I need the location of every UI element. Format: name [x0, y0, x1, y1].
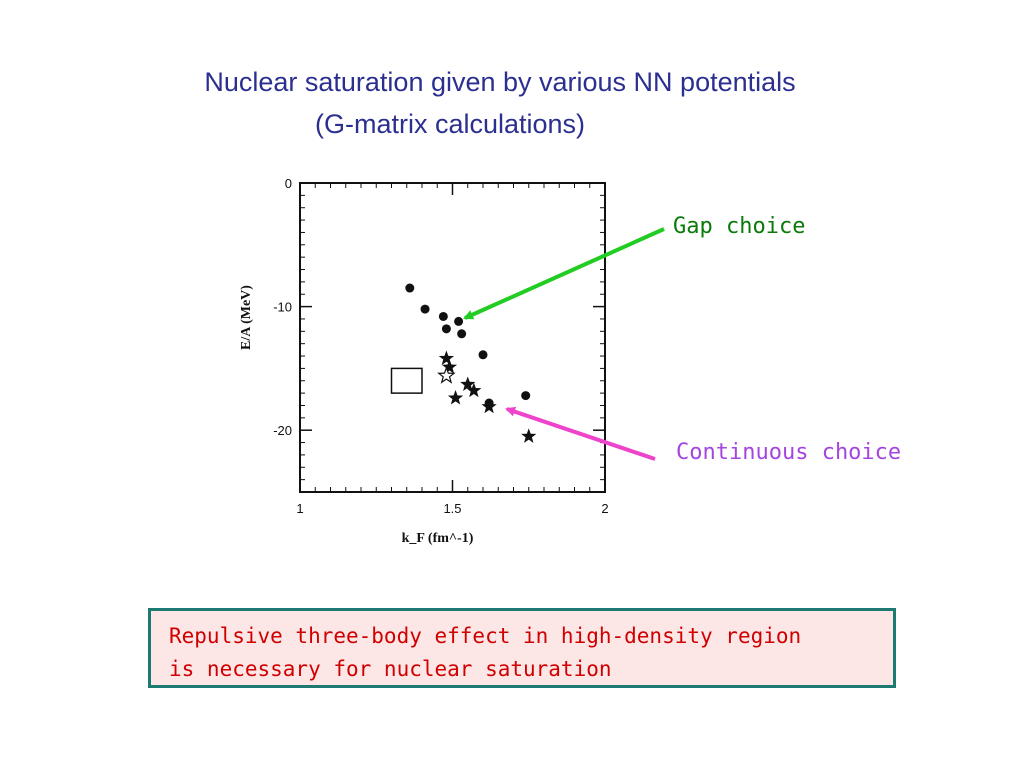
data-point-circle — [405, 283, 415, 293]
x-tick-label: 2 — [601, 501, 608, 516]
data-point-circle — [457, 329, 467, 339]
slide-title-line2: (G-matrix calculations) — [314, 109, 586, 139]
data-point-open-star — [437, 366, 456, 384]
y-tick-label: 0 — [285, 176, 292, 191]
slide-title-line1: Nuclear saturation given by various NN p… — [204, 67, 796, 97]
data-point-star — [466, 382, 482, 398]
data-point-star — [481, 398, 497, 414]
data-point-circle — [438, 311, 448, 321]
saturation-scatter-chart: 0 -10 -20 1 1.5 2 k_F (fm^-1) E/A (MeV) — [239, 176, 609, 546]
y-axis-label: E/A (MeV) — [239, 285, 254, 350]
y-tick-label: -20 — [273, 423, 292, 438]
data-point-star — [441, 359, 458, 374]
data-point-star — [521, 428, 537, 443]
data-point-star — [438, 350, 455, 365]
data-point-circle — [521, 391, 531, 401]
data-point-circle — [478, 350, 488, 360]
conclusion-line2: is necessary for nuclear saturation — [169, 657, 612, 681]
data-point-star — [447, 390, 464, 405]
conclusion-box: Repulsive three-body effect in high-dens… — [148, 608, 896, 688]
x-tick-label: 1 — [296, 501, 303, 516]
x-tick-label: 1.5 — [443, 501, 461, 516]
gap-choice-label: Gap choice — [673, 214, 806, 239]
empirical-saturation-box — [390, 367, 423, 394]
plot-frame — [299, 182, 606, 493]
data-point-circle — [420, 304, 430, 314]
conclusion-line1: Repulsive three-body effect in high-dens… — [169, 624, 802, 648]
continuous-choice-label: Continuous choice — [676, 440, 902, 465]
x-axis-label: k_F (fm^-1) — [402, 531, 474, 546]
data-point-circle — [454, 316, 464, 326]
y-tick-label: -10 — [273, 300, 292, 315]
data-point-star — [460, 376, 476, 391]
data-point-circle — [441, 324, 451, 334]
